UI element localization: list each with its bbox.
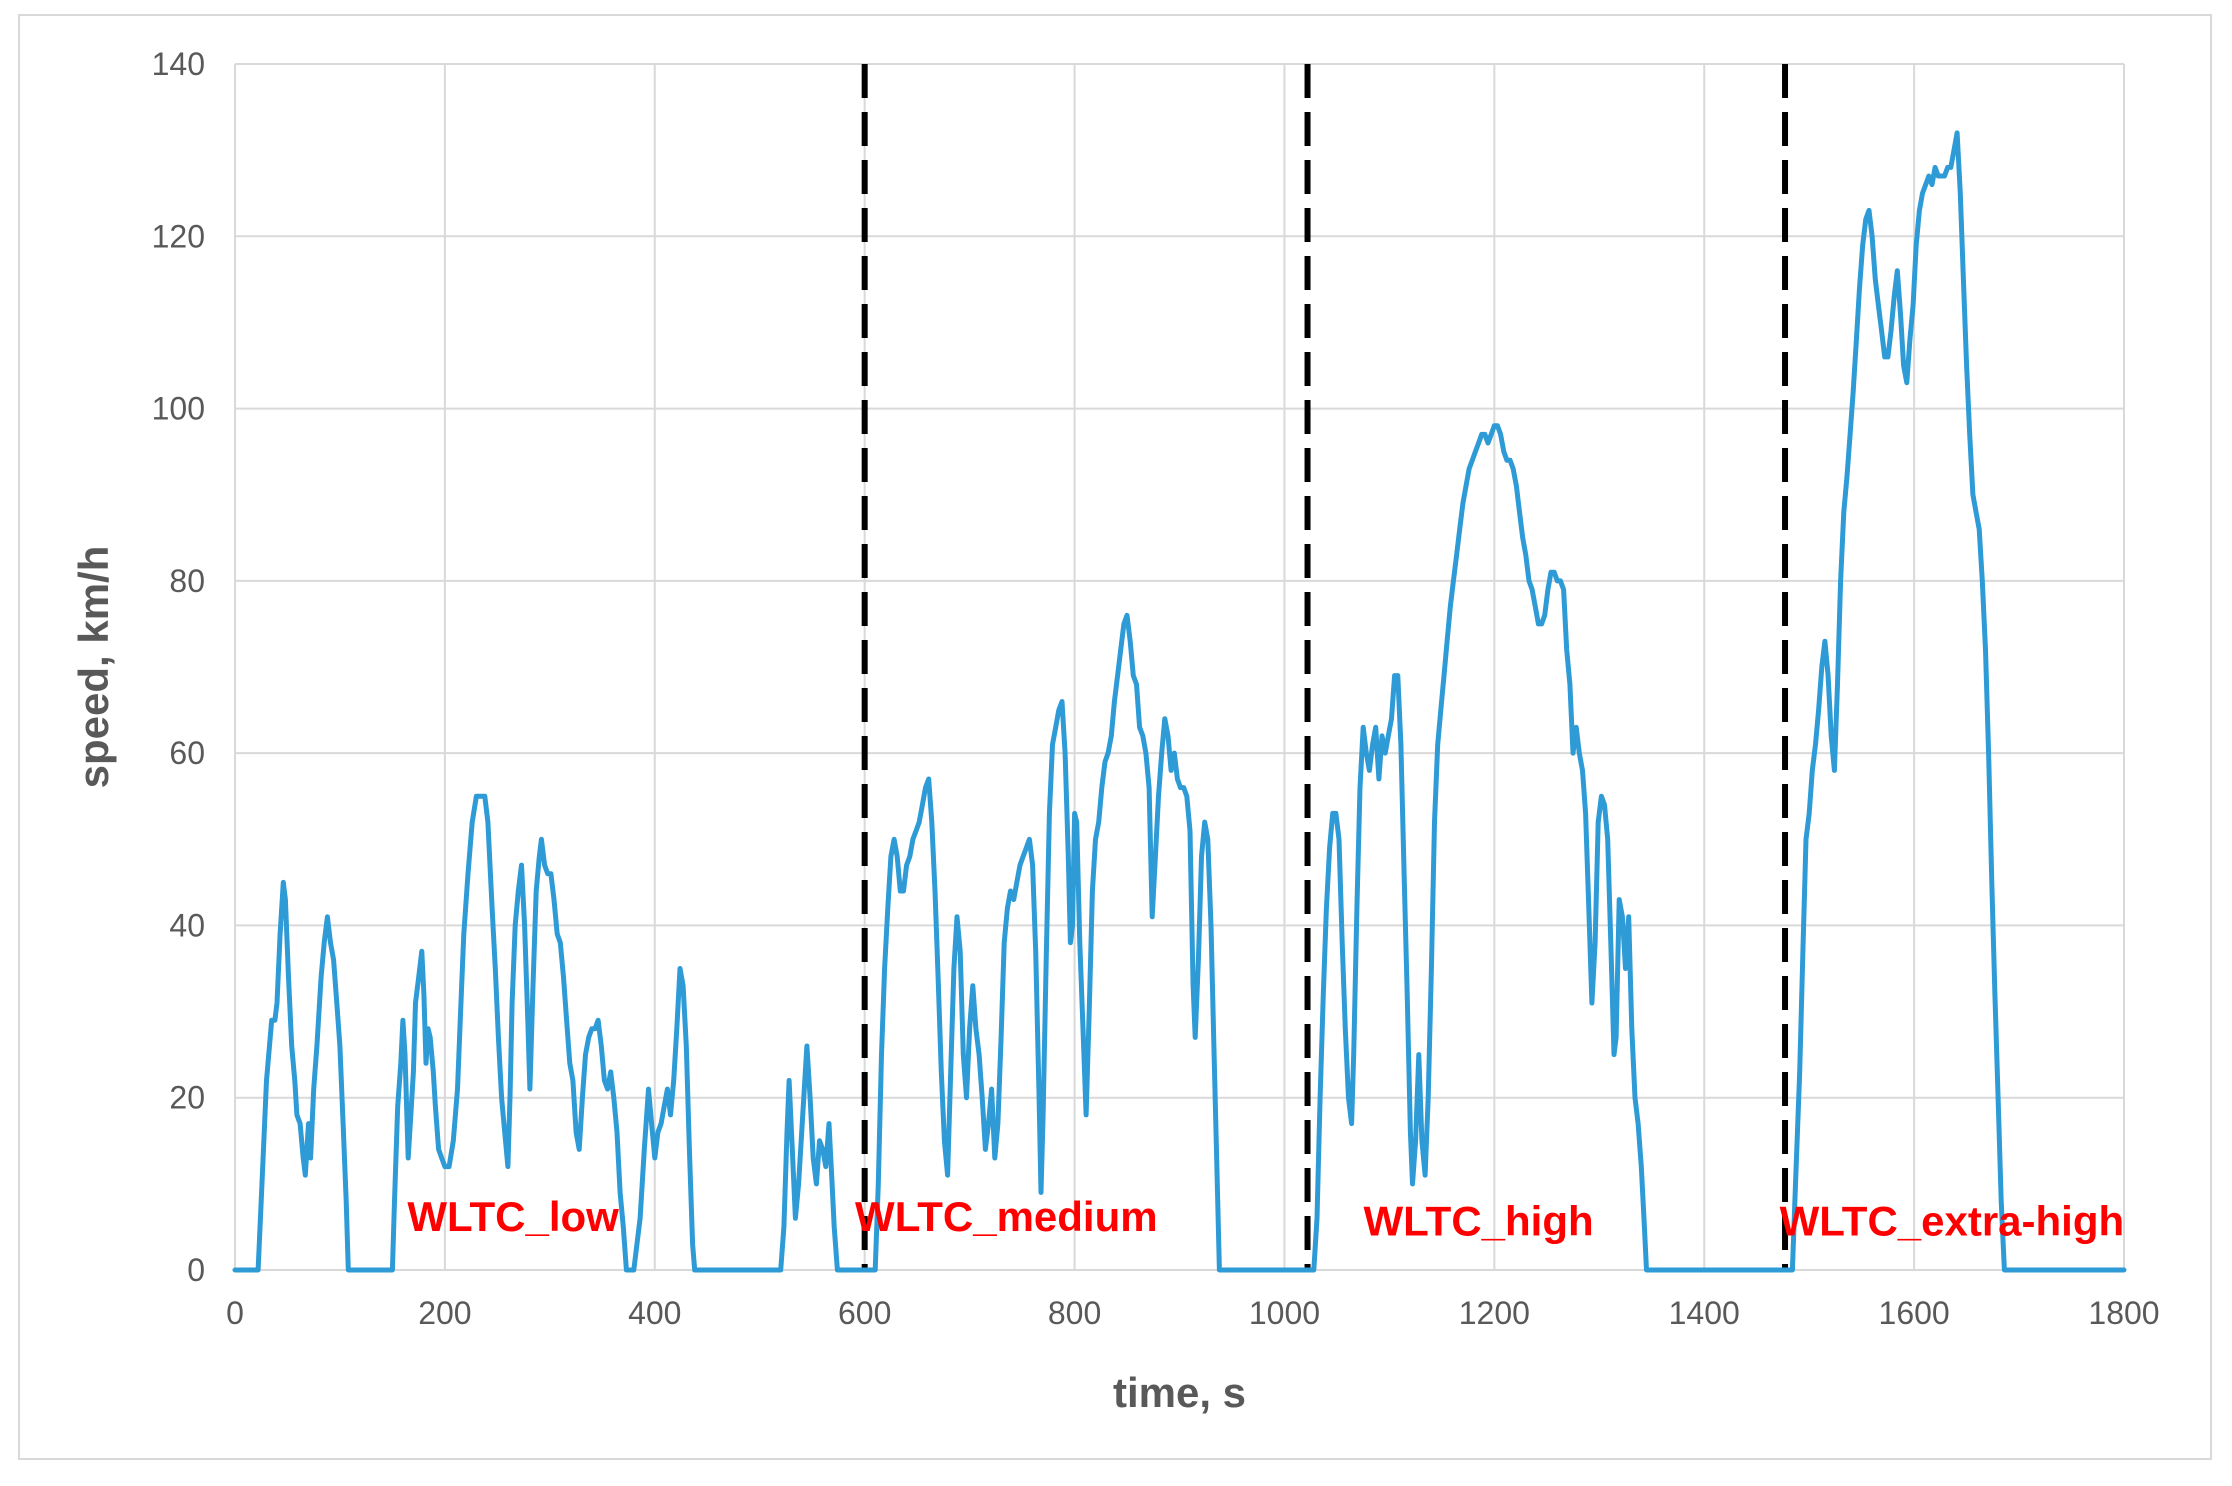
- y-axis-title: speed, km/h: [70, 546, 117, 789]
- y-tick-label: 140: [152, 46, 205, 82]
- x-tick-label: 1600: [1879, 1295, 1950, 1331]
- phase-label: WLTC_low: [407, 1193, 619, 1240]
- y-tick-label: 20: [169, 1080, 205, 1116]
- x-tick-label: 1400: [1669, 1295, 1740, 1331]
- phase-labels: WLTC_low WLTC_medium WLTC_high WLTC_extra-h…: [407, 1193, 2124, 1244]
- chart-frame: [18, 14, 2212, 1460]
- x-tick-label: 600: [838, 1295, 891, 1331]
- gridlines: [234, 63, 2125, 1271]
- y-tick-label: 60: [169, 735, 205, 771]
- y-tick-label: 80: [169, 563, 205, 599]
- y-tick-label: 120: [152, 218, 205, 254]
- series-layer: [232, 130, 2127, 1273]
- phase-label: WLTC_extra-high: [1780, 1198, 2125, 1245]
- x-tick-label: 1200: [1459, 1295, 1530, 1331]
- x-tick-label: 1000: [1249, 1295, 1320, 1331]
- x-tick-label: 800: [1048, 1295, 1101, 1331]
- x-tick-label: 400: [628, 1295, 681, 1331]
- x-tick-label: 200: [418, 1295, 471, 1331]
- x-tick-label: 0: [226, 1295, 244, 1331]
- phase-label: WLTC_high: [1364, 1198, 1594, 1245]
- speed-series-line: [232, 130, 2127, 1273]
- x-tick-label: 1800: [2088, 1295, 2159, 1331]
- y-tick-label: 100: [152, 391, 205, 427]
- y-tick-label: 40: [169, 907, 205, 943]
- x-axis-title: time, s: [1113, 1369, 1246, 1416]
- y-tick-label: 0: [187, 1252, 205, 1288]
- phase-label: WLTC_medium: [855, 1193, 1158, 1240]
- phase-dividers: [861, 64, 1789, 1270]
